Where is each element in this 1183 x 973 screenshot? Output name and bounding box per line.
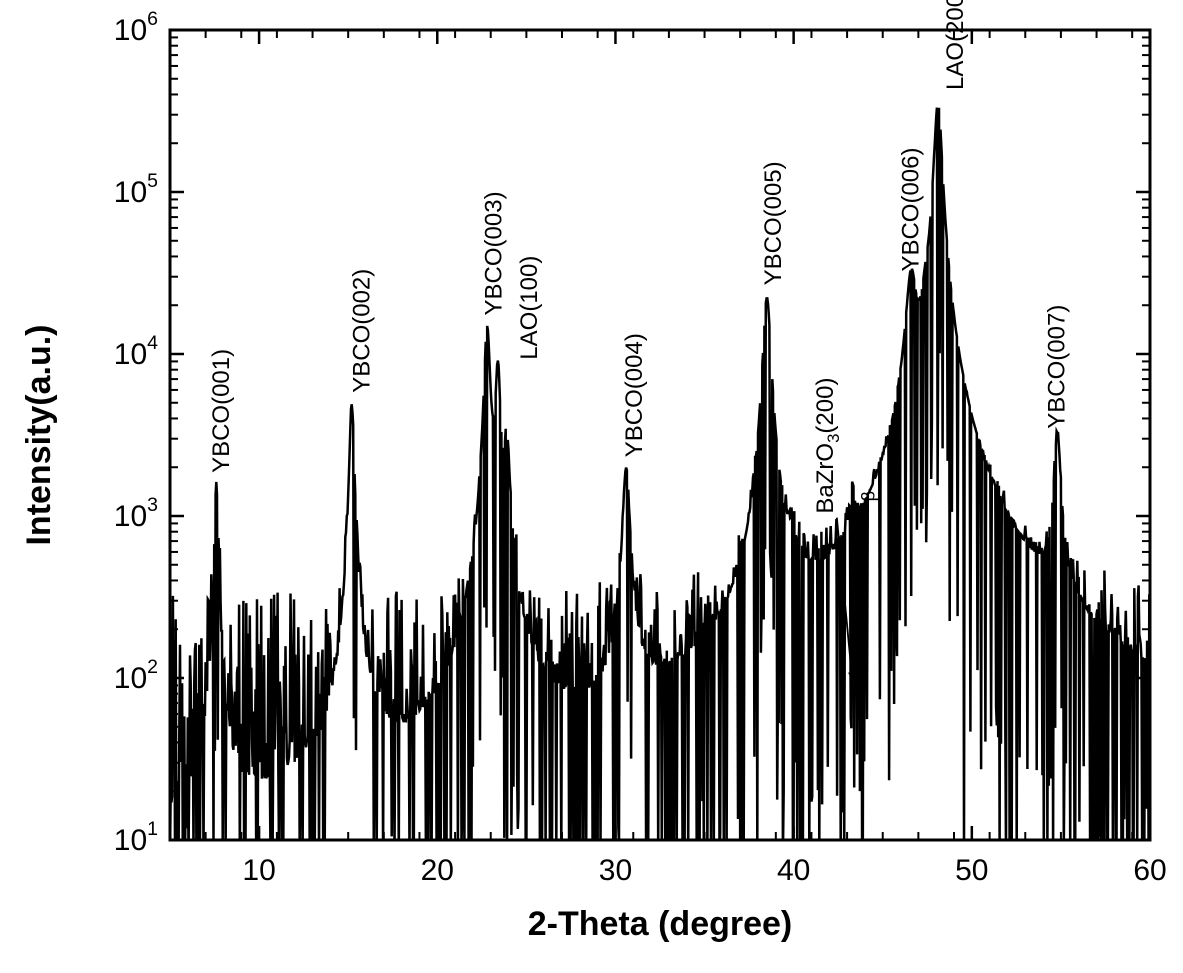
peak-label: YBCO(005) xyxy=(760,161,787,285)
peak-label-bazro3: BaZrO3(200) xyxy=(812,378,843,514)
x-tick-label: 10 xyxy=(242,854,275,887)
y-tick-label: 105 xyxy=(114,170,158,209)
peak-label: LAO(100) xyxy=(516,256,543,360)
peak-label: YBCO(001) xyxy=(208,349,235,473)
x-tick-label: 50 xyxy=(955,854,988,887)
x-axis-label: 2-Theta (degree) xyxy=(528,905,793,943)
chart-svg: 10 20 30 40 50 60 2-Theta (degree) 101 102 103 104… xyxy=(0,0,1183,973)
y-tick-label: 101 xyxy=(114,818,158,857)
peak-label: YBCO(004) xyxy=(621,333,648,457)
xrd-chart: 10 20 30 40 50 60 2-Theta (degree) 101 102 103 104… xyxy=(0,0,1183,973)
peak-label: YBCO(002) xyxy=(349,269,376,393)
x-tick-label: 20 xyxy=(421,854,454,887)
peak-label: YBCO(007) xyxy=(1043,305,1070,429)
y-tick-label: 104 xyxy=(114,332,158,371)
y-axis-label: Intensity(a.u.) xyxy=(20,324,58,545)
x-tick-label: 30 xyxy=(599,854,632,887)
peak-label: YBCO(006) xyxy=(897,148,924,272)
y-tick-label: 106 xyxy=(114,8,158,47)
y-tick-label: 102 xyxy=(114,656,158,695)
peak-label: LAO(200) xyxy=(942,0,969,90)
y-tick-label: 103 xyxy=(114,494,158,533)
xrd-trace xyxy=(170,108,1150,856)
x-tick-label: 40 xyxy=(777,854,810,887)
x-tick-label: 60 xyxy=(1133,854,1166,887)
peak-label: YBCO(003) xyxy=(480,191,507,315)
